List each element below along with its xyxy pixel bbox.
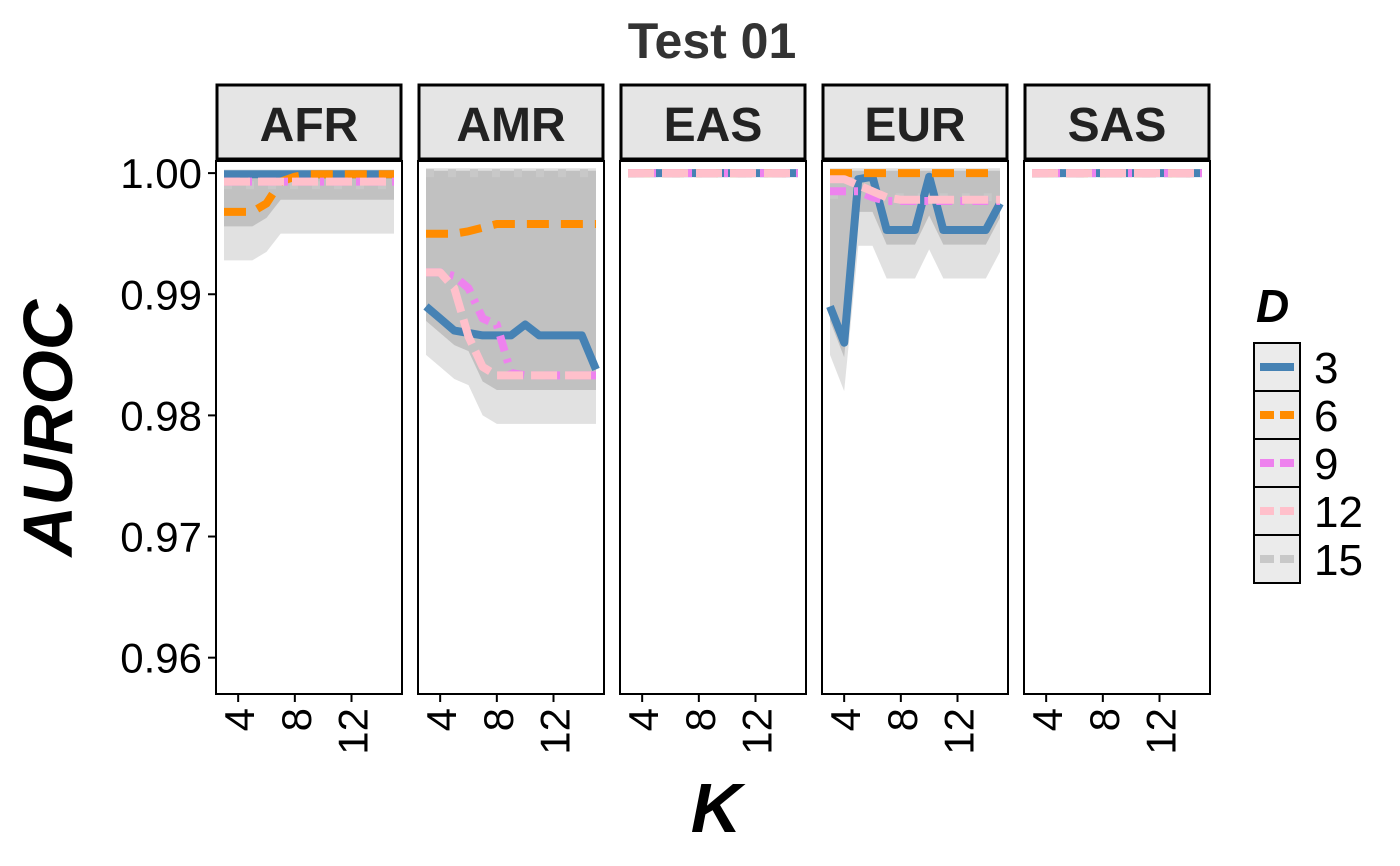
x-tick-label: 4 bbox=[418, 708, 465, 731]
series-line-d12 bbox=[426, 268, 596, 380]
facet-strip bbox=[215, 83, 403, 161]
x-tick-label: 4 bbox=[216, 708, 263, 731]
panel-sas: SAS 4 8 12 bbox=[1023, 83, 1211, 755]
y-axis: 0.96 0.97 0.98 0.99 1.00 bbox=[120, 150, 216, 682]
legend-label: 9 bbox=[1314, 440, 1338, 489]
facet-strip bbox=[1023, 83, 1211, 161]
facet-strip bbox=[821, 83, 1009, 161]
chart-title: Test 01 bbox=[628, 13, 797, 69]
panel-frame bbox=[619, 160, 807, 695]
y-tick-label: 0.96 bbox=[120, 635, 202, 682]
panel-afr: AFR 4 8 12 bbox=[215, 83, 403, 755]
x-tick-label: 8 bbox=[475, 708, 522, 731]
panel-eur: EUR 4 8 12 bbox=[821, 83, 1009, 755]
legend-label: 6 bbox=[1314, 392, 1338, 441]
x-tick-label: 12 bbox=[330, 708, 377, 755]
legend-title: D bbox=[1256, 280, 1289, 332]
x-tick-label: 12 bbox=[1138, 708, 1185, 755]
panel-eas: EAS 4 8 12 bbox=[619, 83, 807, 755]
series-line-d3 bbox=[826, 172, 1004, 347]
y-tick-label: 0.99 bbox=[120, 271, 202, 318]
x-tick-label: 12 bbox=[532, 708, 579, 755]
x-tick-label: 8 bbox=[677, 708, 724, 731]
x-axis-title: K bbox=[691, 769, 746, 847]
x-tick-label: 4 bbox=[1024, 708, 1071, 731]
series-line-d6 bbox=[426, 220, 596, 238]
y-axis-title: AUROC bbox=[9, 298, 87, 558]
facet-strip-label: EAS bbox=[664, 99, 763, 152]
x-tick-label: 8 bbox=[273, 708, 320, 731]
legend-label: 3 bbox=[1314, 344, 1338, 393]
x-tick-label: 8 bbox=[879, 708, 926, 731]
series-line-d6 bbox=[224, 170, 394, 216]
series-line-d3 bbox=[423, 303, 600, 371]
legend-label: 12 bbox=[1314, 488, 1363, 537]
facet-strip-label: EUR bbox=[864, 99, 965, 152]
y-tick-label: 0.97 bbox=[120, 514, 202, 561]
facet-strip-label: SAS bbox=[1068, 99, 1167, 152]
x-tick-label: 4 bbox=[822, 708, 869, 731]
facet-strip bbox=[619, 83, 807, 161]
x-tick-label: 8 bbox=[1081, 708, 1128, 731]
confidence-band-inner bbox=[830, 170, 1000, 358]
panel-frame bbox=[1023, 160, 1211, 695]
y-tick-label: 0.98 bbox=[120, 392, 202, 439]
x-tick-label: 12 bbox=[734, 708, 781, 755]
facet-strip bbox=[417, 83, 605, 161]
panel-amr: AMR 4 8 12 bbox=[417, 83, 605, 755]
facet-strip-label: AFR bbox=[260, 99, 359, 152]
x-tick-label: 4 bbox=[620, 708, 667, 731]
series-line-d12 bbox=[830, 175, 1000, 204]
x-tick-label: 12 bbox=[936, 708, 983, 755]
legend-label: 15 bbox=[1314, 536, 1363, 585]
y-tick-label: 1.00 bbox=[120, 150, 202, 197]
facet-strip-label: AMR bbox=[456, 99, 565, 152]
